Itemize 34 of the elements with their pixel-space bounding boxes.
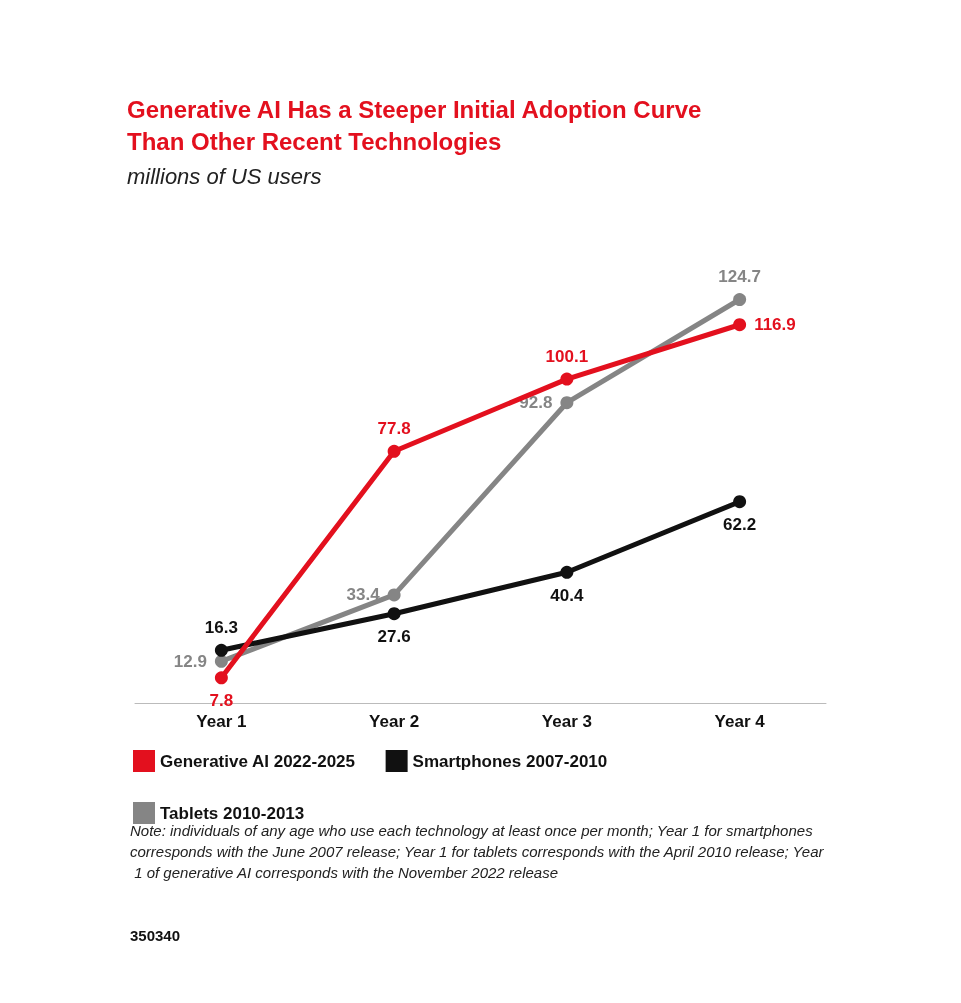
data-label: 12.9 bbox=[173, 651, 207, 671]
point bbox=[733, 293, 747, 306]
data-label: 40.4 bbox=[550, 585, 584, 605]
data-label: 33.4 bbox=[346, 585, 381, 605]
data-label: 16.3 bbox=[204, 617, 238, 637]
legend-label: Tablets 2010-2013 bbox=[160, 803, 305, 823]
chart-subtitle: millions of US users bbox=[127, 163, 322, 189]
point bbox=[387, 607, 401, 621]
data-label: 7.8 bbox=[209, 691, 234, 711]
text: 350340 bbox=[130, 927, 181, 944]
x-tick-label: Year 2 bbox=[369, 712, 420, 731]
point bbox=[560, 372, 574, 386]
data-label: 100.1 bbox=[545, 346, 589, 366]
data-label: 124.7 bbox=[718, 267, 761, 287]
point bbox=[560, 565, 574, 579]
data-label: 62.2 bbox=[723, 515, 757, 535]
x-tick-label: Year 1 bbox=[196, 712, 247, 731]
point bbox=[387, 588, 401, 602]
legend-label: Generative AI 2022-2025 bbox=[160, 751, 355, 771]
data-label: 77.8 bbox=[377, 418, 411, 438]
chart-title: Generative AI Has a Steeper Initial Adoption Curve Than Other Recent Technologies bbox=[127, 95, 702, 155]
point bbox=[733, 495, 747, 509]
point bbox=[560, 396, 574, 410]
data-label: 27.6 bbox=[377, 627, 411, 647]
point bbox=[733, 318, 747, 332]
data-label: 116.9 bbox=[754, 315, 796, 335]
point bbox=[214, 643, 228, 657]
x-tick-label: Year 3 bbox=[541, 712, 592, 731]
x-tick-label: Year 4 bbox=[714, 712, 766, 731]
point bbox=[214, 654, 228, 668]
point bbox=[214, 671, 228, 685]
text: Note: individuals of any age who use each technology at least once per month; Year 1 for smartphones corresponds with the June 2007 release; Year 1 for tablets corresponds with the April 2010 release; Year 1 of generative AI corresponds with the November 2022 release bbox=[130, 822, 825, 881]
legend-label: Smartphones 2007-2010 bbox=[412, 751, 608, 771]
point bbox=[387, 444, 401, 458]
